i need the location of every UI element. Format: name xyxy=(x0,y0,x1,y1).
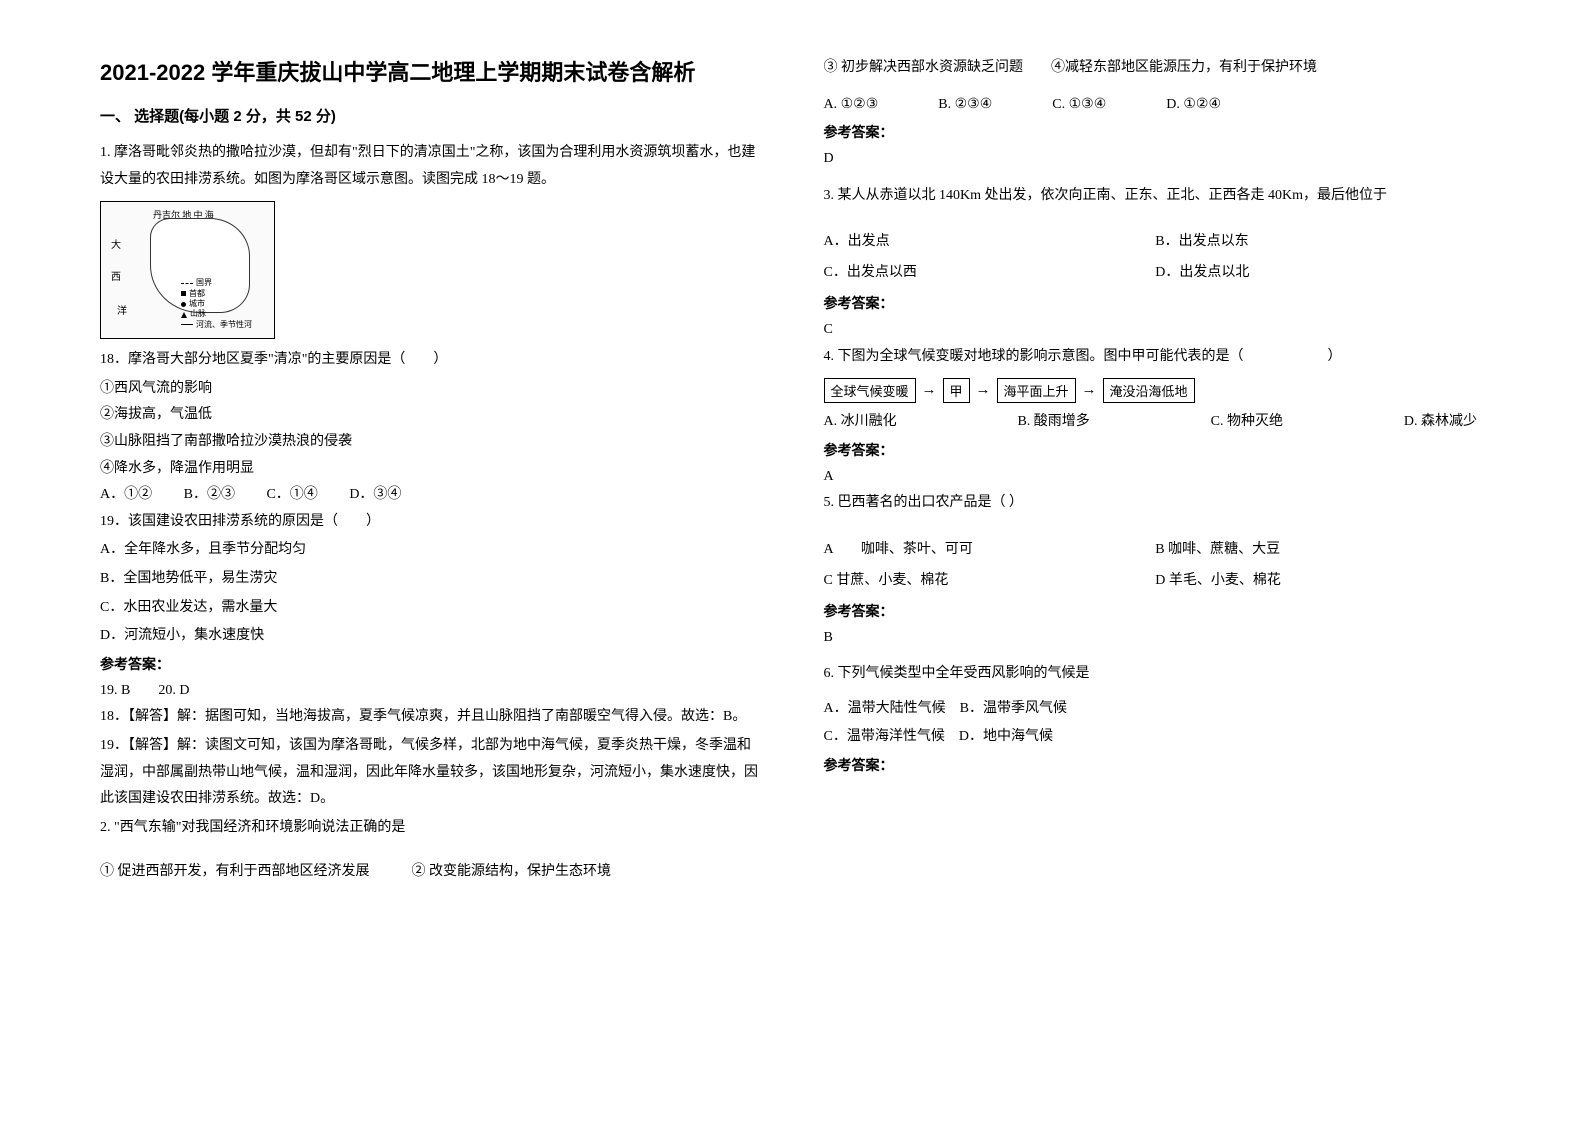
q6-opts-ab: A．温带大陆性气候 B．温带季风气候 xyxy=(824,696,1488,723)
q5-answer-label: 参考答案： xyxy=(824,601,1488,621)
q1-sub19: 19．该国建设农田排涝系统的原因是（ ） xyxy=(100,509,764,536)
q1-map: 丹吉尔 地 中 海 大 西 洋 国界 首都 城市 山脉 河流、季节性河 xyxy=(100,201,275,339)
q1-sub18: 18．摩洛哥大部分地区夏季"清凉"的主要原因是（ ） xyxy=(100,347,764,374)
q3-answer-label: 参考答案： xyxy=(824,293,1488,313)
q1-answer-label: 参考答案： xyxy=(100,654,764,674)
q3-answer: C xyxy=(824,317,1488,344)
flow-box-1: 全球气候变暖 xyxy=(824,378,916,403)
q1-exp19: 19．【解答】解：读图文可知，该国为摩洛哥毗，气候多样，北部为地中海气候，夏季炎… xyxy=(100,733,764,813)
map-west-3: 洋 xyxy=(117,302,127,317)
q1-stmt4: ④降水多，降温作用明显 xyxy=(100,456,764,483)
flow-box-4: 淹没沿海低地 xyxy=(1103,378,1195,403)
q4-flow: 全球气候变暖 → 甲 → 海平面上升 → 淹没沿海低地 xyxy=(824,378,1488,403)
map-west-2: 西 xyxy=(111,268,121,283)
q6-intro: 6. 下列气候类型中全年受西风影响的气候是 xyxy=(824,661,1488,688)
q1-intro: 1. 摩洛哥毗邻炎热的撒哈拉沙漠，但却有"烈日下的清凉国土"之称，该国为合理利用… xyxy=(100,140,764,193)
q5-answer: B xyxy=(824,625,1488,652)
q4-intro: 4. 下图为全球气候变暖对地球的影响示意图。图中甲可能代表的是（ ） xyxy=(824,344,1488,371)
arrow-icon: → xyxy=(1082,382,1097,399)
q2-stmt12: ① 促进西部开发，有利于西部地区经济发展 ② 改变能源结构，保护生态环境 xyxy=(100,859,764,886)
q3-opts: A．出发点 B．出发点以东 C．出发点以西 D．出发点以北 xyxy=(824,227,1488,289)
arrow-icon: → xyxy=(976,382,991,399)
flow-box-2: 甲 xyxy=(943,378,970,403)
q4-answer-label: 参考答案： xyxy=(824,440,1488,460)
q2-opts: A. ①②③ B. ②③④ C. ①③④ D. ①②④ xyxy=(824,92,1488,119)
q5-intro: 5. 巴西著名的出口农产品是（ ） xyxy=(824,490,1488,517)
q4-opts: A. 冰川融化 B. 酸雨增多 C. 物种灭绝 D. 森林减少 xyxy=(824,409,1488,436)
q1-opt19b: B．全国地势低平，易生涝灾 xyxy=(100,566,764,593)
q1-stmt2: ②海拔高，气温低 xyxy=(100,402,764,429)
page-title: 2021-2022 学年重庆拔山中学高二地理上学期期末试卷含解析 xyxy=(100,55,764,87)
q1-stmt1: ①西风气流的影响 xyxy=(100,376,764,403)
q1-opts18: A．①② B．②③ C．①④ D．③④ xyxy=(100,482,764,509)
map-west-1: 大 xyxy=(111,236,121,251)
q2-answer: D xyxy=(824,146,1488,173)
q5-opts: A 咖啡、茶叶、可可 B 咖啡、蔗糖、大豆 C 甘蔗、小麦、棉花 D 羊毛、小麦… xyxy=(824,535,1488,597)
q1-stmt3: ③山脉阻挡了南部撒哈拉沙漠热浪的侵袭 xyxy=(100,429,764,456)
q6-answer-label: 参考答案： xyxy=(824,755,1488,775)
q6-opts-cd: C．温带海洋性气候 D．地中海气候 xyxy=(824,724,1488,751)
map-legend: 国界 首都 城市 山脉 河流、季节性河 xyxy=(181,278,252,330)
q1-exp18: 18．【解答】解：据图可知，当地海拔高，夏季气候凉爽，并且山脉阻挡了南部暖空气得… xyxy=(100,704,764,731)
q2-intro: 2. "西气东输"对我国经济和环境影响说法正确的是 xyxy=(100,815,764,842)
q1-opt19a: A．全年降水多，且季节分配均匀 xyxy=(100,537,764,564)
arrow-icon: → xyxy=(922,382,937,399)
q1-answer: 19. B 20. D xyxy=(100,678,764,705)
q2-stmt34: ③ 初步解决西部水资源缺乏问题 ④减轻东部地区能源压力，有利于保护环境 xyxy=(824,55,1488,82)
q2-answer-label: 参考答案： xyxy=(824,122,1488,142)
q4-answer: A xyxy=(824,464,1488,491)
q1-opt19d: D．河流短小，集水速度快 xyxy=(100,623,764,650)
flow-box-3: 海平面上升 xyxy=(997,378,1076,403)
q3-intro: 3. 某人从赤道以北 140Km 处出发，依次向正南、正东、正北、正西各走 40… xyxy=(824,183,1488,210)
section-header: 一、 选择题(每小题 2 分，共 52 分) xyxy=(100,105,764,126)
q1-opt19c: C．水田农业发达，需水量大 xyxy=(100,595,764,622)
